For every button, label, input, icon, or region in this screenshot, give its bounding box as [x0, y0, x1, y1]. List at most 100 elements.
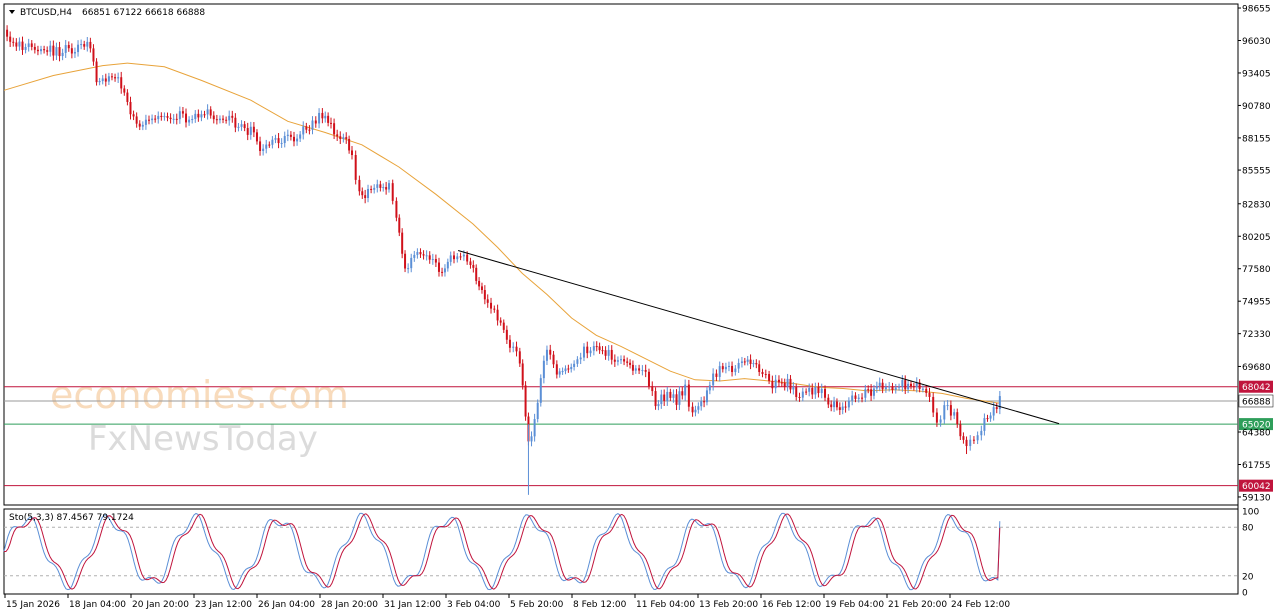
- candle-body: [678, 391, 681, 405]
- candle-body: [644, 369, 647, 372]
- candle-body: [928, 392, 931, 397]
- candle-body: [462, 254, 465, 257]
- candle-body: [222, 118, 225, 120]
- candle-body: [939, 419, 942, 423]
- time-tick-label: 20 Jan 20:00: [132, 600, 189, 610]
- candle-body: [428, 255, 431, 260]
- candle-body: [623, 359, 626, 362]
- candle-body: [58, 47, 61, 57]
- moving-average: [3, 62, 1000, 404]
- candle-body: [178, 111, 181, 120]
- stoch-tick-label: 80: [1242, 524, 1254, 534]
- candle-body: [160, 115, 163, 118]
- candle-body: [918, 382, 921, 389]
- level-tag-current: [1238, 394, 1274, 408]
- candle-body: [768, 374, 771, 381]
- trendline-resistance[interactable]: [457, 250, 1060, 425]
- candle-body: [752, 363, 755, 365]
- stoch-signal-line: [4, 513, 1001, 590]
- candle-body: [364, 195, 367, 199]
- candle-body: [601, 350, 604, 352]
- level-label-low: 60042: [1242, 482, 1271, 492]
- candle-body: [27, 43, 30, 48]
- candle-body: [634, 368, 637, 371]
- candle-body: [206, 109, 209, 115]
- candle-body: [870, 389, 873, 396]
- candle-body: [595, 346, 598, 348]
- candle-body: [70, 48, 73, 54]
- candle-body: [373, 187, 376, 190]
- candle-body: [280, 143, 283, 145]
- candle-body: [801, 391, 804, 398]
- candle-body: [40, 49, 43, 52]
- candle-body: [172, 118, 175, 120]
- main-panel[interactable]: [3, 3, 1239, 506]
- candle-body: [370, 188, 373, 190]
- candle-body: [545, 349, 548, 361]
- candle-body: [416, 252, 419, 255]
- candle-body: [530, 436, 533, 442]
- candle-body: [493, 308, 496, 310]
- candle-body: [144, 119, 147, 125]
- candle-body: [123, 88, 126, 93]
- candle-body: [847, 400, 850, 408]
- triangle-down-icon[interactable]: [9, 10, 15, 14]
- candle-body: [350, 150, 353, 156]
- candle-body: [761, 372, 764, 375]
- price-tick-label: 74955: [1242, 298, 1271, 308]
- candle-body: [697, 406, 700, 410]
- candle-body: [561, 371, 564, 373]
- candle-body: [163, 116, 166, 118]
- candle-body: [884, 387, 887, 390]
- candle-body: [641, 369, 644, 371]
- candle-body: [925, 388, 928, 393]
- candle-body: [814, 387, 817, 395]
- candle-body: [515, 346, 518, 352]
- candle-body: [672, 394, 675, 398]
- candle-body: [52, 45, 55, 56]
- time-tick-label: 5 Feb 20:00: [510, 600, 564, 610]
- time-tick-label: 26 Jan 04:00: [258, 600, 315, 610]
- candle-body: [891, 386, 894, 390]
- candle-body: [407, 268, 410, 270]
- candle-body: [376, 184, 379, 188]
- candle-body: [480, 286, 483, 291]
- candle-body: [972, 439, 975, 441]
- candle-body: [385, 187, 388, 190]
- candle-body: [215, 119, 218, 121]
- trendline[interactable]: [457, 250, 1060, 425]
- candle-body: [758, 364, 761, 373]
- candle-body: [708, 385, 711, 391]
- candle-body: [986, 418, 989, 420]
- candle-body: [175, 118, 178, 120]
- candle-body: [237, 126, 240, 128]
- candle-body: [687, 384, 690, 407]
- candle-body: [437, 262, 440, 272]
- candle-body: [9, 36, 12, 42]
- candle-body: [552, 354, 555, 365]
- stochastic-label: Sto(5,3,3) 87.4567 79.1724: [9, 513, 134, 523]
- price-tick-label: 85555: [1242, 167, 1271, 177]
- candle-body: [521, 363, 524, 386]
- candle-body: [647, 371, 650, 387]
- candle-body: [327, 115, 330, 123]
- candle-body: [888, 386, 891, 388]
- candle-body: [909, 383, 912, 387]
- candle-body: [589, 350, 592, 354]
- candle-body: [286, 134, 289, 136]
- candle-body: [564, 368, 567, 372]
- candle-body: [844, 406, 847, 408]
- time-tick-label: 8 Feb 12:00: [573, 600, 627, 610]
- candle-body: [73, 52, 76, 54]
- time-tick-label: 16 Feb 12:00: [762, 600, 821, 610]
- price-tick-label: 82830: [1242, 200, 1271, 210]
- candle-body: [324, 115, 327, 119]
- candle-body: [154, 118, 157, 120]
- indicator-panel[interactable]: [3, 508, 1239, 595]
- candle-body: [456, 256, 459, 260]
- candle-body: [135, 116, 138, 124]
- candle-body: [841, 406, 844, 410]
- candle-body: [89, 41, 92, 49]
- candle-body: [64, 45, 67, 53]
